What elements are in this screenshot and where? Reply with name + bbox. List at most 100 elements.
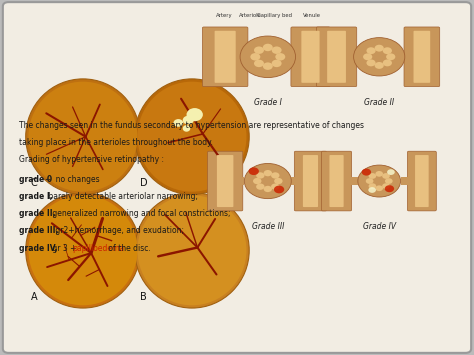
- Text: A: A: [31, 292, 37, 302]
- FancyBboxPatch shape: [215, 31, 236, 83]
- Circle shape: [383, 47, 392, 54]
- FancyBboxPatch shape: [415, 155, 428, 207]
- Ellipse shape: [186, 108, 203, 121]
- Text: B: B: [140, 292, 146, 302]
- Circle shape: [271, 184, 280, 190]
- FancyBboxPatch shape: [321, 151, 352, 211]
- Text: Grade IV: Grade IV: [363, 222, 396, 231]
- Circle shape: [263, 44, 273, 51]
- Text: grade 0: grade 0: [19, 175, 52, 184]
- Text: D: D: [140, 178, 147, 188]
- Text: barely detectable arteriolar narrowing;: barely detectable arteriolar narrowing;: [46, 192, 198, 201]
- FancyBboxPatch shape: [316, 27, 357, 87]
- Circle shape: [368, 187, 376, 193]
- Circle shape: [272, 47, 282, 54]
- Circle shape: [240, 36, 296, 77]
- Text: grade III,: grade III,: [19, 226, 58, 235]
- FancyBboxPatch shape: [337, 53, 354, 61]
- FancyBboxPatch shape: [301, 31, 319, 83]
- Circle shape: [387, 169, 395, 175]
- FancyBboxPatch shape: [202, 27, 248, 87]
- FancyBboxPatch shape: [225, 177, 245, 185]
- Ellipse shape: [26, 192, 140, 308]
- FancyBboxPatch shape: [291, 27, 330, 87]
- FancyBboxPatch shape: [291, 177, 310, 185]
- Circle shape: [264, 186, 272, 192]
- FancyBboxPatch shape: [408, 151, 436, 211]
- Text: Arteriole: Arteriole: [239, 12, 262, 17]
- Circle shape: [275, 53, 285, 61]
- Ellipse shape: [135, 192, 249, 308]
- Text: Grade II: Grade II: [364, 98, 394, 106]
- Circle shape: [274, 178, 283, 184]
- Text: of the disc.: of the disc.: [106, 244, 150, 252]
- Ellipse shape: [182, 116, 193, 125]
- Text: grade II,: grade II,: [19, 209, 55, 218]
- Text: Grade I: Grade I: [254, 98, 282, 106]
- Circle shape: [253, 178, 262, 184]
- Circle shape: [254, 47, 264, 54]
- FancyBboxPatch shape: [303, 155, 318, 207]
- Circle shape: [272, 60, 282, 67]
- Text: taking place in the arterioles throughout the body.: taking place in the arterioles throughou…: [19, 138, 213, 147]
- Circle shape: [369, 173, 376, 179]
- Text: The changes seen in the fundus secondary to hypertension are representative of c: The changes seen in the fundus secondary…: [19, 121, 364, 130]
- Ellipse shape: [28, 195, 137, 305]
- FancyBboxPatch shape: [327, 31, 346, 83]
- Circle shape: [383, 59, 392, 66]
- Circle shape: [382, 173, 390, 179]
- Circle shape: [362, 169, 371, 176]
- FancyBboxPatch shape: [329, 155, 344, 207]
- Circle shape: [264, 170, 272, 176]
- Ellipse shape: [137, 82, 246, 192]
- Circle shape: [256, 172, 264, 179]
- Circle shape: [375, 171, 383, 177]
- Circle shape: [366, 47, 376, 54]
- FancyBboxPatch shape: [296, 53, 310, 61]
- Circle shape: [385, 178, 392, 184]
- Text: Venule: Venule: [302, 12, 320, 17]
- Text: gr2+hemorrhage, and exudation;: gr2+hemorrhage, and exudation;: [53, 226, 184, 235]
- Text: Grading of hypertensive retinopathy :: Grading of hypertensive retinopathy :: [19, 155, 164, 164]
- Circle shape: [369, 183, 376, 189]
- Text: generalized narrowing and focal constrictions;: generalized narrowing and focal constric…: [50, 209, 230, 218]
- Text: Grade III: Grade III: [252, 222, 284, 231]
- Circle shape: [385, 185, 394, 192]
- Circle shape: [363, 53, 372, 60]
- Circle shape: [386, 53, 395, 60]
- Ellipse shape: [173, 119, 183, 127]
- FancyBboxPatch shape: [208, 151, 243, 211]
- Circle shape: [274, 186, 284, 193]
- FancyBboxPatch shape: [337, 177, 358, 185]
- Circle shape: [271, 172, 280, 179]
- Circle shape: [374, 62, 384, 69]
- Circle shape: [245, 163, 291, 199]
- Circle shape: [254, 60, 264, 67]
- Circle shape: [375, 185, 383, 191]
- Circle shape: [374, 45, 384, 51]
- Text: papilloedema: papilloedema: [72, 244, 124, 252]
- Text: Capillary bed: Capillary bed: [257, 12, 292, 17]
- Text: gr 3 +: gr 3 +: [50, 244, 79, 252]
- Circle shape: [382, 183, 390, 189]
- Text: grade IV,: grade IV,: [19, 244, 57, 252]
- Ellipse shape: [135, 79, 249, 195]
- FancyBboxPatch shape: [413, 31, 430, 83]
- Text: grade I,: grade I,: [19, 192, 53, 201]
- FancyBboxPatch shape: [405, 53, 422, 61]
- Circle shape: [248, 167, 259, 175]
- Circle shape: [256, 184, 264, 190]
- Circle shape: [358, 165, 401, 197]
- Circle shape: [366, 59, 376, 66]
- Text: C: C: [31, 178, 37, 188]
- Circle shape: [354, 38, 405, 76]
- FancyBboxPatch shape: [401, 177, 422, 185]
- Text: Artery: Artery: [216, 12, 232, 17]
- Ellipse shape: [182, 125, 191, 132]
- FancyBboxPatch shape: [294, 151, 327, 211]
- FancyBboxPatch shape: [225, 53, 240, 61]
- Ellipse shape: [28, 82, 137, 192]
- FancyBboxPatch shape: [217, 155, 233, 207]
- FancyBboxPatch shape: [404, 27, 440, 87]
- Circle shape: [366, 178, 374, 184]
